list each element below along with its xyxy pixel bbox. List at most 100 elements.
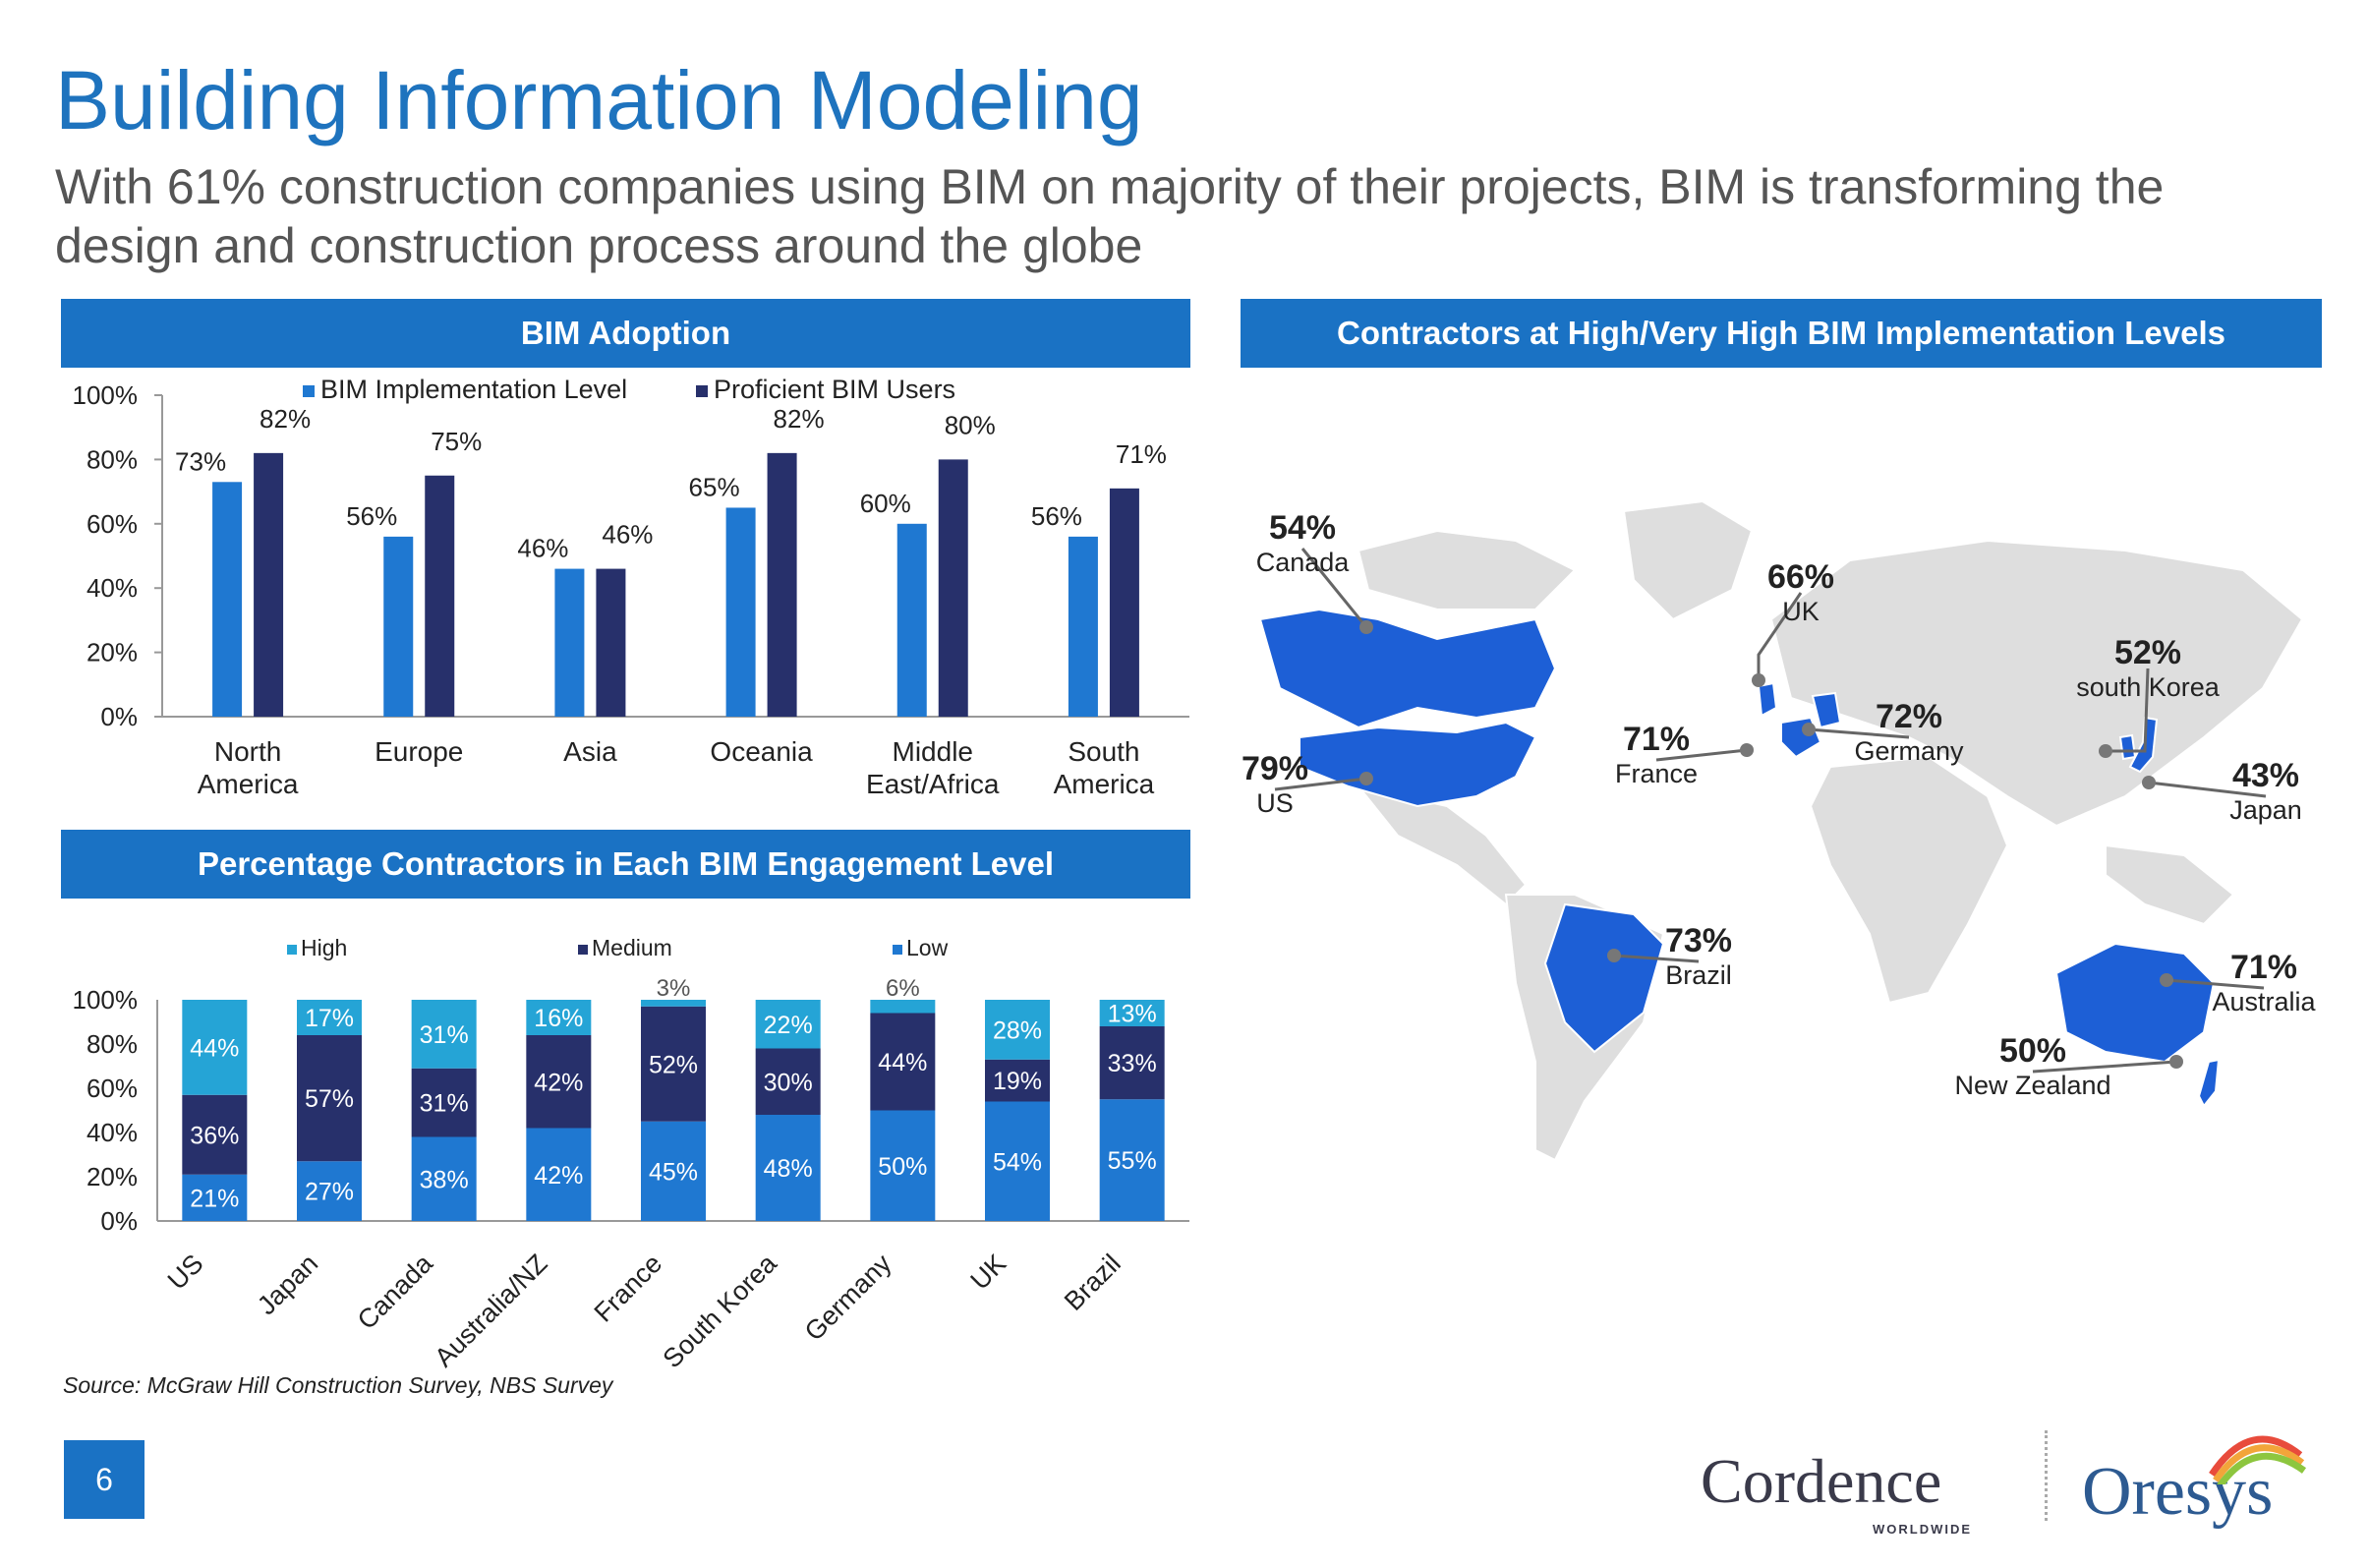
stack-segment-low <box>641 1121 706 1221</box>
map-label-country: New Zealand <box>1954 1071 2111 1100</box>
map-label-country: US <box>1256 788 1294 818</box>
southeast-asia-shape <box>2105 843 2235 926</box>
us-shape <box>1299 721 1537 808</box>
stack-segment-low <box>526 1128 592 1221</box>
map-label-country: France <box>1614 759 1699 788</box>
map-leader-line <box>1808 727 1910 739</box>
stack-segment-medium <box>182 1094 248 1175</box>
south-korea-shape <box>2118 733 2137 761</box>
bar-proficient <box>425 475 455 717</box>
map-marker-dot <box>1752 673 1765 687</box>
stack-segment-medium <box>526 1035 592 1129</box>
y-tick-label: 0% <box>100 1206 138 1236</box>
map-leader-line <box>1300 548 1368 628</box>
australia-shape <box>2054 942 2216 1064</box>
legend-label: Proficient BIM Users <box>714 375 955 404</box>
map-label-percent: 79% <box>1241 750 1309 787</box>
stack-segment-low <box>411 1136 477 1221</box>
segment-data-label: 31% <box>420 1021 469 1049</box>
bar-data-label: 75% <box>431 427 482 456</box>
segment-data-label: 28% <box>993 1016 1042 1044</box>
segment-data-label: 27% <box>305 1179 354 1206</box>
stack-segment-low <box>1099 1099 1165 1221</box>
x-category-label: Brazil <box>1059 1249 1127 1316</box>
map-label-new-zealand: 50% New Zealand <box>1925 1032 2141 1101</box>
segment-data-label: 57% <box>305 1085 354 1113</box>
bar-data-label: 46% <box>602 520 653 550</box>
map-label-percent: 71% <box>1622 721 1691 758</box>
map-marker-dot <box>2160 973 2173 987</box>
arctic-canada-shape <box>1357 529 1577 610</box>
brazil-shape <box>1543 902 1665 1054</box>
y-tick-label: 100% <box>73 985 139 1015</box>
stack-segment-high <box>526 1000 592 1035</box>
bar-proficient <box>938 459 968 717</box>
map-marker-dot <box>2169 1055 2183 1069</box>
bar-implementation <box>725 507 756 717</box>
map-leader-line <box>2106 668 2150 753</box>
bar-implementation <box>896 523 927 717</box>
bim-adoption-chart: 0%20%40%60%80%100%73%82%NorthAmerica56%7… <box>73 375 1189 799</box>
segment-data-label: 17% <box>305 1005 354 1032</box>
uk-shape <box>1757 681 1778 718</box>
stack-segment-low <box>870 1110 936 1221</box>
africa-shape <box>1809 755 2009 1005</box>
stack-segment-low <box>182 1174 248 1221</box>
stack-segment-high <box>182 1000 248 1095</box>
legend-swatch <box>303 385 315 397</box>
x-category-label: America <box>198 769 299 799</box>
stack-segment-high <box>870 1000 936 1014</box>
bar-data-label: 82% <box>260 404 311 434</box>
map-highlight-countries <box>1258 608 2221 1108</box>
bar-implementation <box>1068 536 1098 717</box>
segment-data-label: 16% <box>534 1005 583 1032</box>
bar-proficient <box>254 452 284 717</box>
map-leader-line <box>2166 978 2265 990</box>
bar-data-label: 80% <box>945 410 996 439</box>
stack-segment-low <box>755 1115 821 1221</box>
source-note: Source: McGraw Hill Construction Survey,… <box>63 1372 613 1398</box>
bar-proficient <box>596 568 626 717</box>
legend-label: BIM Implementation Level <box>320 375 627 404</box>
legend-label: Low <box>906 935 949 960</box>
y-tick-label: 40% <box>87 1118 138 1147</box>
legend-swatch <box>696 385 708 397</box>
oresys-rainbow-icon <box>2209 1435 2307 1484</box>
map-label-percent: 73% <box>1664 922 1733 959</box>
stack-segment-high <box>297 1000 362 1035</box>
y-tick-label: 60% <box>87 509 138 539</box>
segment-data-label: 33% <box>1108 1050 1157 1077</box>
stack-segment-low <box>297 1161 362 1221</box>
map-label-country: Germany <box>1854 736 1964 766</box>
map-label-percent: 66% <box>1766 558 1835 596</box>
stack-segment-medium <box>297 1035 362 1162</box>
x-category-label: America <box>1054 769 1155 799</box>
map-label-percent: 43% <box>2231 757 2300 794</box>
stack-segment-medium <box>755 1048 821 1115</box>
bar-implementation <box>383 536 414 717</box>
x-category-label: South Korea <box>658 1248 783 1373</box>
stack-segment-medium <box>985 1059 1050 1102</box>
germany-shape <box>1811 691 1842 729</box>
stack-segment-medium <box>641 1006 706 1122</box>
map-marker-dot <box>1802 723 1816 736</box>
stack-segment-high <box>1099 1000 1165 1026</box>
bar-data-label: 73% <box>175 446 226 476</box>
segment-data-label: 48% <box>764 1155 813 1183</box>
segment-data-label: 19% <box>993 1068 1042 1095</box>
segment-data-label: 50% <box>878 1153 927 1181</box>
stack-segment-high <box>755 1000 821 1049</box>
legend-swatch <box>578 945 588 955</box>
legend-label: Medium <box>592 935 672 960</box>
segment-data-label: 42% <box>534 1069 583 1096</box>
segment-data-label: 45% <box>649 1158 698 1186</box>
segment-data-label: 13% <box>1108 1001 1157 1028</box>
map-label-germany: 72% Germany <box>1801 698 2017 767</box>
eurasia-shape <box>1769 539 2304 828</box>
cordence-logo-subtext: WORLDWIDE <box>1873 1522 1973 1537</box>
legend-label: High <box>301 935 347 960</box>
segment-data-label: 52% <box>649 1051 698 1078</box>
cordence-logo: Cordence <box>1701 1446 1942 1516</box>
y-tick-label: 80% <box>87 444 138 474</box>
legend-swatch <box>893 945 902 955</box>
